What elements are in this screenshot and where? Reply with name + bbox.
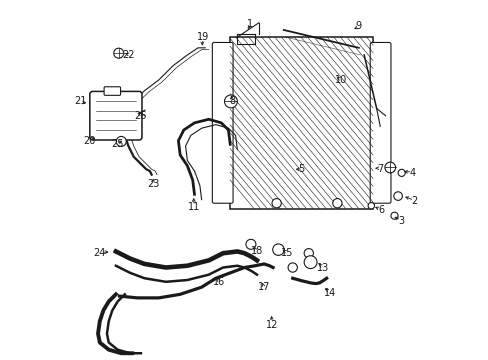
Text: 25: 25: [111, 139, 123, 149]
Circle shape: [393, 192, 402, 201]
Text: 14: 14: [324, 288, 336, 297]
Circle shape: [304, 249, 313, 258]
Text: 23: 23: [147, 179, 159, 189]
Text: 19: 19: [197, 32, 209, 42]
Text: 2: 2: [410, 197, 416, 206]
Text: 12: 12: [265, 320, 278, 330]
Text: 3: 3: [397, 216, 403, 226]
Text: 17: 17: [258, 282, 270, 292]
Text: 20: 20: [83, 136, 95, 146]
Circle shape: [397, 169, 405, 176]
Text: 26: 26: [134, 111, 147, 121]
Text: 5: 5: [298, 164, 304, 174]
Text: 7: 7: [376, 164, 383, 174]
Text: 11: 11: [188, 202, 200, 212]
Text: 18: 18: [250, 247, 263, 256]
Bar: [230, 37, 372, 208]
Circle shape: [116, 136, 126, 147]
Text: 9: 9: [355, 21, 361, 31]
Circle shape: [245, 239, 255, 249]
FancyBboxPatch shape: [104, 87, 121, 95]
Circle shape: [287, 263, 297, 272]
Text: 6: 6: [377, 205, 383, 215]
Text: 22: 22: [122, 50, 134, 60]
Circle shape: [224, 95, 237, 108]
FancyBboxPatch shape: [90, 91, 142, 140]
Text: 13: 13: [316, 262, 328, 273]
FancyBboxPatch shape: [369, 42, 390, 203]
Circle shape: [304, 256, 316, 269]
Circle shape: [271, 199, 281, 208]
Circle shape: [332, 199, 341, 208]
FancyBboxPatch shape: [212, 42, 233, 203]
Text: 4: 4: [408, 168, 415, 178]
Text: 16: 16: [213, 277, 225, 287]
Circle shape: [114, 48, 123, 58]
Circle shape: [272, 244, 284, 255]
Circle shape: [384, 162, 395, 173]
Circle shape: [367, 203, 374, 209]
Text: 10: 10: [334, 75, 346, 85]
Text: 15: 15: [281, 248, 293, 258]
Text: 8: 8: [228, 96, 235, 107]
Text: 21: 21: [74, 96, 86, 107]
Circle shape: [390, 212, 397, 219]
Text: 1: 1: [246, 18, 252, 28]
Text: 24: 24: [93, 248, 106, 258]
